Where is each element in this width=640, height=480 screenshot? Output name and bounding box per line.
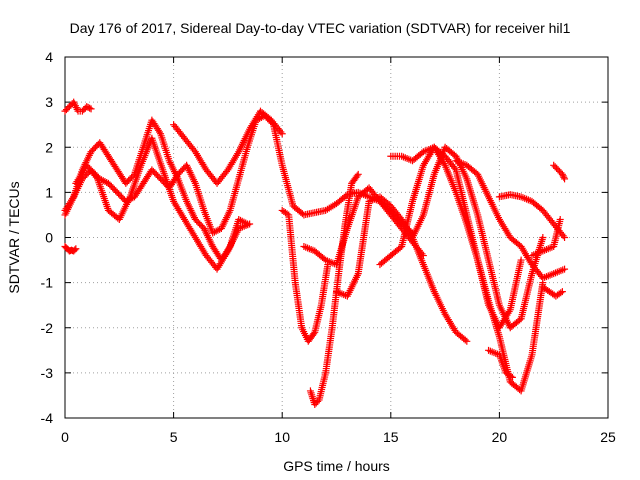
x-tick-label: 0 xyxy=(61,429,69,445)
data-series-trace-11 xyxy=(376,143,525,332)
data-point xyxy=(72,245,80,253)
data-point xyxy=(277,128,285,136)
data-point xyxy=(246,220,254,228)
data-series-trace-18 xyxy=(539,283,566,300)
x-tick-label: 25 xyxy=(600,429,616,445)
data-point xyxy=(461,336,469,344)
data-series-trace-12 xyxy=(387,143,547,395)
x-tick-label: 10 xyxy=(274,429,290,445)
y-tick-label: -1 xyxy=(41,275,54,291)
data-point xyxy=(559,172,567,180)
y-tick-label: -2 xyxy=(41,320,54,336)
data-series-trace-9 xyxy=(306,170,362,408)
y-tick-label: -4 xyxy=(41,410,54,426)
y-tick-label: -3 xyxy=(41,365,54,381)
data-series-trace-14 xyxy=(452,157,569,282)
data-series-trace-1 xyxy=(61,98,95,115)
data-point xyxy=(92,173,100,181)
data-point xyxy=(558,288,566,296)
data-series-trace-5 xyxy=(72,134,254,273)
data-point xyxy=(561,175,569,183)
data-series-trace-4 xyxy=(61,243,80,255)
data-point xyxy=(508,373,516,381)
data-point xyxy=(86,104,94,112)
data-series-trace-19 xyxy=(528,215,564,260)
data-point xyxy=(155,128,163,136)
x-tick-label: 15 xyxy=(383,429,399,445)
data-point xyxy=(354,170,362,178)
data-point xyxy=(278,130,286,138)
data-point xyxy=(69,195,77,203)
data-series-trace-7 xyxy=(278,206,332,345)
data-point xyxy=(517,256,525,264)
data-series-trace-3 xyxy=(61,116,251,264)
data-point xyxy=(310,330,318,338)
data-series-trace-6 xyxy=(170,107,286,187)
y-axis-label: SDTVAR / TECUs xyxy=(6,181,22,293)
data-series-trace-17 xyxy=(550,161,569,183)
chart-title: Day 176 of 2017, Sidereal Day-to-day VTE… xyxy=(70,20,571,36)
data-point xyxy=(353,172,361,180)
data-point xyxy=(463,337,471,345)
data-points xyxy=(61,98,569,408)
data-point xyxy=(558,170,566,178)
data-point xyxy=(314,397,322,405)
data-point xyxy=(539,234,547,241)
data-point xyxy=(87,105,95,113)
y-tick-label: 2 xyxy=(45,139,53,155)
y-tick-label: 1 xyxy=(45,184,53,200)
data-point xyxy=(71,246,79,254)
data-point xyxy=(560,173,568,181)
x-tick-label: 5 xyxy=(170,429,178,445)
data-point xyxy=(561,265,569,273)
y-tick-label: 4 xyxy=(45,49,53,65)
data-point xyxy=(129,172,137,180)
y-tick-label: 3 xyxy=(45,94,53,110)
grid xyxy=(65,57,608,418)
data-point xyxy=(451,164,459,172)
data-point xyxy=(561,234,569,241)
x-axis-label: GPS time / hours xyxy=(283,458,390,474)
data-point xyxy=(507,372,515,380)
data-series-trace-16 xyxy=(485,346,516,381)
y-tick-label: 0 xyxy=(45,230,53,246)
x-tick-label: 20 xyxy=(492,429,508,445)
data-point xyxy=(556,215,564,223)
data-point xyxy=(559,232,567,240)
axis-ticks: 0 5 10 15 20 25 -4 -3 -2 -1 0 1 2 3 4 xyxy=(41,49,616,445)
plot-frame xyxy=(64,56,609,419)
data-point xyxy=(557,289,565,297)
